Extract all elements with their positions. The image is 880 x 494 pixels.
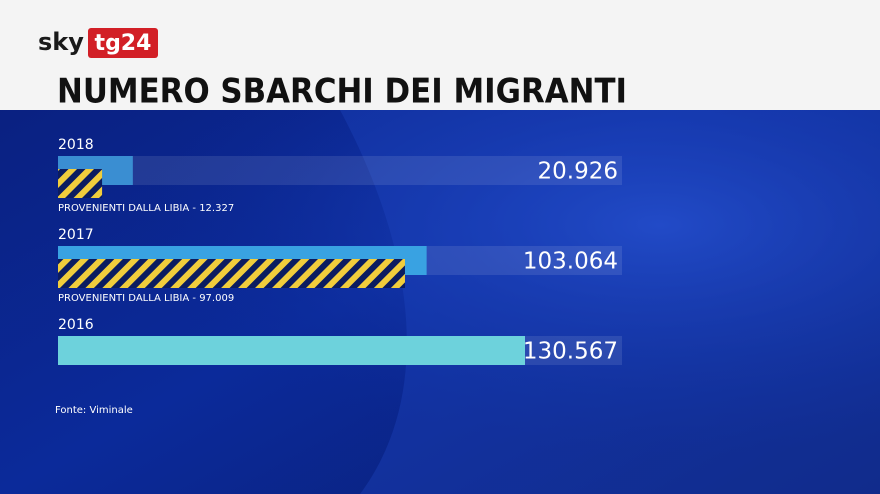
logo-box	[88, 28, 158, 58]
libya-label: PROVENIENTI DALLA LIBIA - 12.327	[58, 203, 234, 214]
bar-track	[58, 156, 622, 185]
chart-title: NUMERO SBARCHI DEI MIGRANTI	[57, 72, 627, 112]
logo-brand: sky	[38, 28, 84, 56]
value-label: 103.064	[523, 249, 618, 275]
swoosh	[340, 110, 880, 494]
value-label: 130.567	[523, 339, 618, 365]
background-glow	[0, 110, 880, 494]
libya-bar	[58, 169, 103, 198]
libya-bar	[58, 259, 405, 288]
bar	[58, 336, 525, 365]
logo-channel: tg24	[95, 31, 152, 56]
category-label: 2018	[58, 137, 94, 153]
category-label: 2016	[58, 317, 94, 333]
value-label: 20.926	[538, 159, 618, 185]
category-label: 2017	[58, 227, 94, 243]
libya-label: PROVENIENTI DALLA LIBIA - 97.009	[58, 293, 234, 304]
source: Fonte: Viminale	[55, 405, 133, 416]
